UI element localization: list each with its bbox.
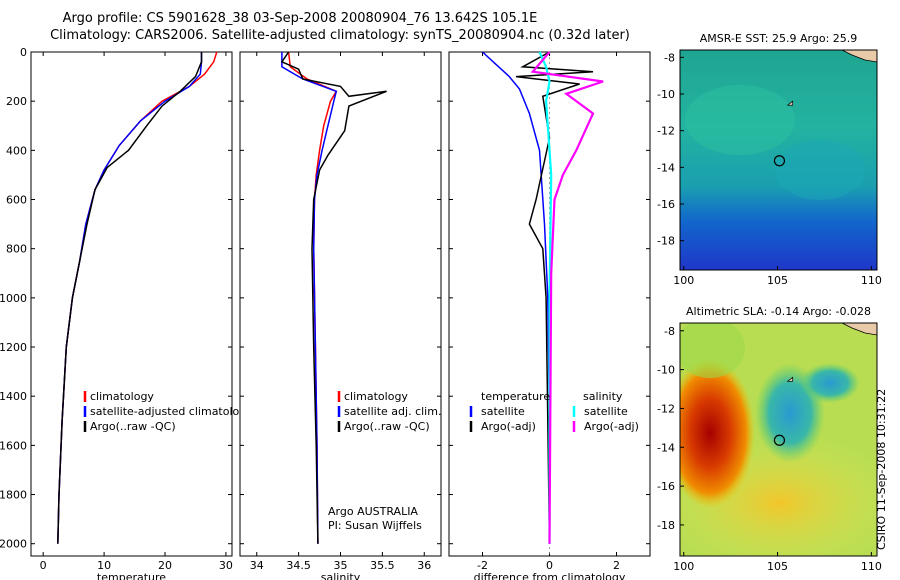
land-coast: [841, 50, 877, 63]
x-tick-label: 105: [767, 274, 788, 287]
argo-position-marker: [773, 434, 786, 446]
y-tick-label: -16: [657, 480, 675, 493]
annotation-text: PI: Susan Wijffels: [328, 519, 422, 532]
x-tick-label: 0: [546, 559, 553, 572]
y-tick-label: -8: [664, 51, 675, 64]
island-marker: [786, 100, 794, 106]
creation-stamp: CSIRO 11-Sep-2008 10:31:22: [875, 388, 888, 550]
x-tick-label: 20: [158, 559, 172, 572]
y-tick-label: -18: [657, 235, 675, 248]
x-tick-label: 35.5: [370, 559, 395, 572]
y-tick-label: 200: [6, 95, 27, 108]
legend-label: Argo(..raw -QC): [90, 420, 176, 433]
legend-label: climatology: [90, 390, 154, 403]
y-tick-label: -10: [657, 88, 675, 101]
y-tick-label: 1000: [0, 292, 27, 305]
y-tick-label: 0: [20, 46, 27, 59]
land-coast: [841, 323, 877, 336]
map-patch: [800, 363, 860, 403]
x-tick-label: 0: [40, 559, 47, 572]
x-tick-label: -2: [477, 559, 488, 572]
x-tick-label: 36: [417, 559, 431, 572]
argo-position-marker: [773, 155, 786, 167]
map-patch: [680, 323, 745, 378]
x-tick-label: 110: [861, 274, 882, 287]
y-tick-label: -10: [657, 364, 675, 377]
y-tick-label: 400: [6, 144, 27, 157]
y-tick-label: 2000: [0, 538, 27, 551]
series-line: [57, 52, 203, 544]
x-tick-label: 105: [767, 560, 788, 573]
plot-frame: [30, 51, 233, 557]
x-tick-label: 2: [613, 559, 620, 572]
y-tick-label: -8: [664, 325, 675, 338]
x-tick-label: 100: [673, 274, 694, 287]
x-axis-label: salinity: [321, 571, 361, 580]
y-tick-label: 1200: [0, 341, 27, 354]
map-title: AMSR-E SST: 25.9 Argo: 25.9: [700, 32, 858, 45]
chart-title-line2: Climatology: CARS2006. Satellite-adjuste…: [50, 28, 630, 43]
y-tick-label: -12: [657, 125, 675, 138]
legend-label: Argo(-adj): [481, 420, 536, 433]
y-tick-label: -14: [657, 161, 675, 174]
y-tick-label: -18: [657, 519, 675, 532]
map-patch: [680, 358, 755, 508]
x-axis-label: difference from climatology: [474, 571, 626, 580]
series-line: [538, 51, 553, 544]
legend-label: Argo(..raw -QC): [344, 420, 430, 433]
series-line: [280, 51, 387, 544]
legend-label: satellite-adjusted climatology: [90, 405, 253, 418]
x-tick-label: 34: [250, 559, 264, 572]
map-title: Altimetric SLA: -0.14 Argo: -0.028: [686, 305, 871, 318]
legend-label: satellite adj. clim.: [344, 405, 441, 418]
x-tick-label: 10: [97, 559, 111, 572]
map-patch: [775, 140, 865, 200]
legend-label: satellite: [584, 405, 628, 418]
x-tick-label: 30: [219, 559, 233, 572]
chart-title-line1: Argo profile: CS 5901628_38 03-Sep-2008 …: [62, 11, 538, 26]
x-axis-label: temperature: [97, 571, 166, 580]
y-tick-label: 1800: [0, 489, 27, 502]
legend-label: Argo(-adj): [584, 420, 639, 433]
x-tick-label: 35: [334, 559, 348, 572]
y-tick-label: -16: [657, 198, 675, 211]
map-frame: [679, 49, 878, 271]
y-tick-label: 1400: [0, 390, 27, 403]
map-patch: [685, 85, 795, 155]
y-tick-label: 600: [6, 194, 27, 207]
annotation-text: Argo AUSTRALIA: [328, 505, 418, 518]
y-tick-label: 800: [6, 243, 27, 256]
x-tick-label: 110: [861, 560, 882, 573]
legend-label: climatology: [344, 390, 408, 403]
y-tick-label: -12: [657, 402, 675, 415]
map-image: [680, 50, 877, 270]
map-frame: [679, 322, 878, 557]
legend-group-title: temperature: [481, 390, 550, 403]
x-tick-label: 34.5: [286, 559, 311, 572]
legend-label: satellite: [481, 405, 525, 418]
series-line: [530, 51, 604, 544]
legend-group-title: salinity: [583, 390, 623, 403]
map-image: [680, 323, 877, 556]
island-marker: [786, 376, 794, 382]
x-tick-label: 100: [673, 560, 694, 573]
y-tick-label: -14: [657, 441, 675, 454]
plot-frame: [239, 51, 442, 557]
y-tick-label: 1600: [0, 439, 27, 452]
